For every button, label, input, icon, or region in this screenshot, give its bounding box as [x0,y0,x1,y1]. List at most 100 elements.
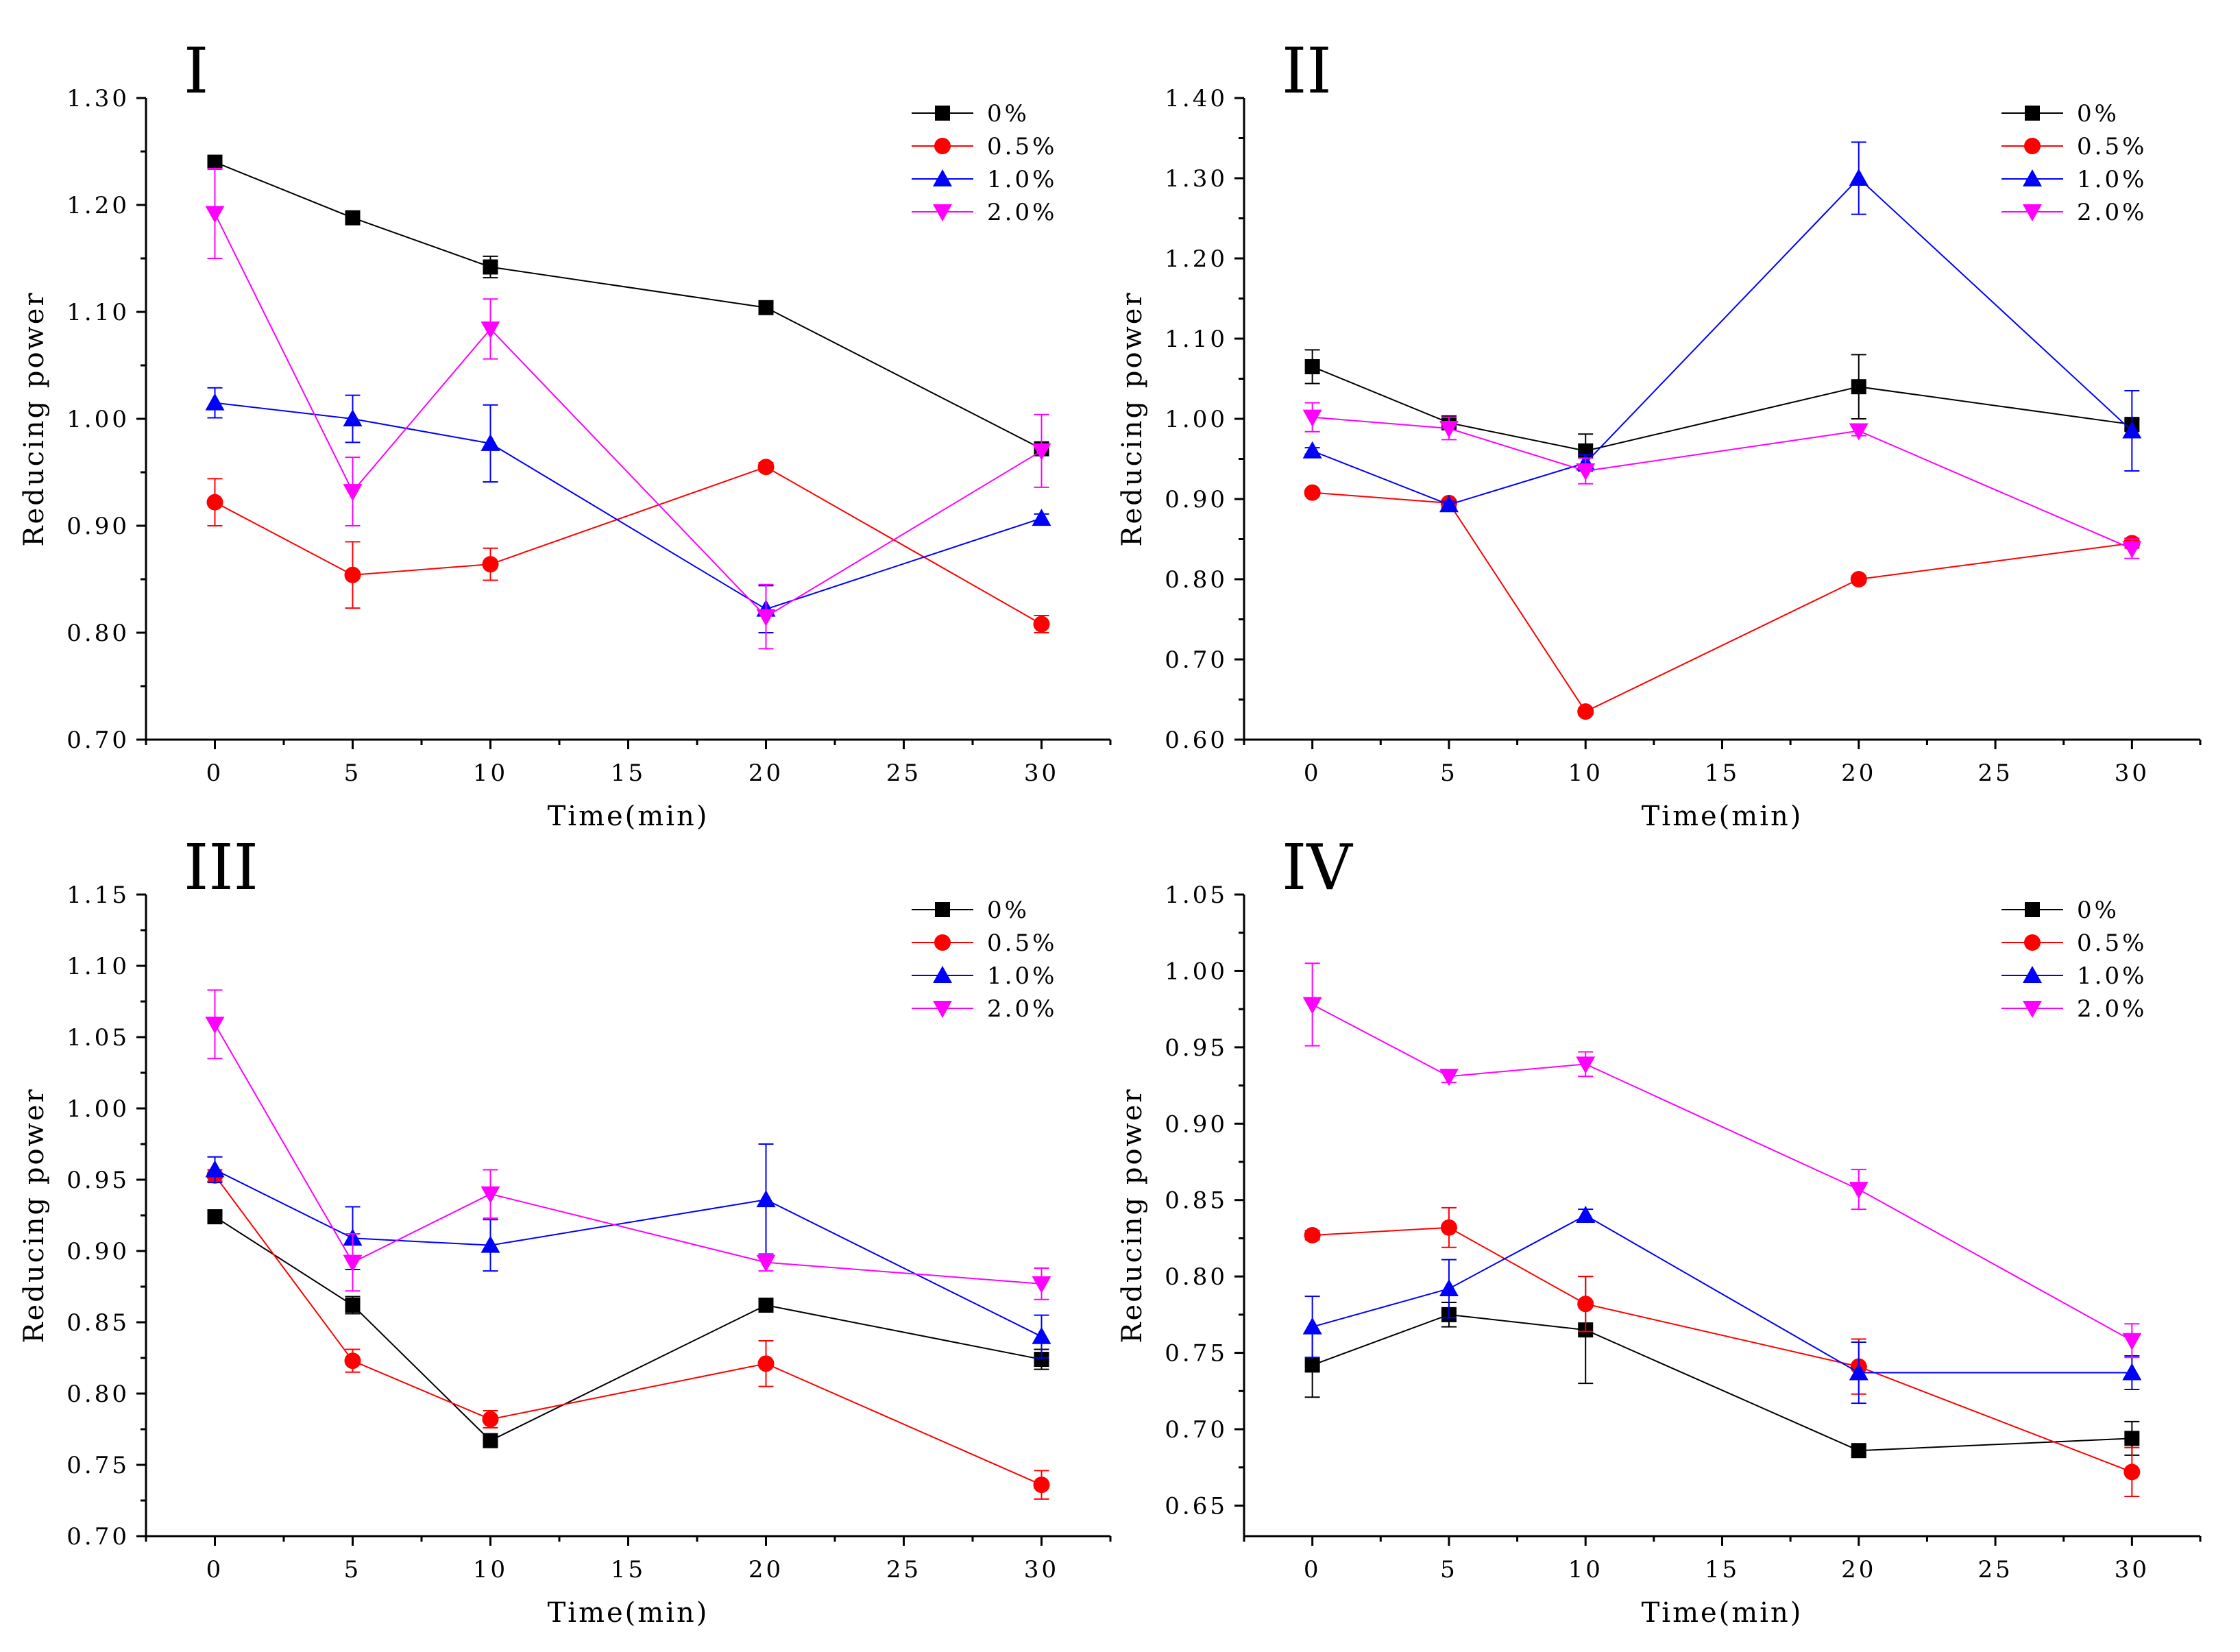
legend-label: 1.0% [987,166,1057,193]
y-axis-title: Reducing power [1117,291,1148,546]
x-tick-label: 0 [1304,760,1322,787]
legend-label: 2.0% [987,199,1057,226]
data-point [2122,541,2142,559]
x-tick-label: 10 [1568,760,1603,787]
x-axis-title: Time(min) [548,1597,709,1629]
data-point [1439,1278,1459,1296]
legend-marker [2025,106,2040,121]
y-tick-label: 1.40 [1165,85,1228,112]
legend: 0% 0.5% 1.0% 2.0% [912,100,1057,226]
data-point [1033,616,1050,633]
legend-marker [933,204,952,221]
y-tick-label: 0.75 [66,1452,130,1479]
legend-label: 1.0% [2077,962,2147,990]
legend-label: 2.0% [2077,995,2147,1023]
x-tick-label: 5 [1440,1556,1458,1583]
data-point [1304,1357,1320,1373]
legend-marker [933,169,952,186]
series-2.0% [1302,402,2142,559]
legend-marker [934,138,951,154]
data-point [1849,1363,1868,1381]
panel-label: I [184,34,208,108]
x-axis-title: Time(min) [1642,1597,1803,1629]
legend-label: 0.5% [2077,133,2147,160]
legend-item: 2.0% [2001,199,2144,226]
x-tick-label: 15 [611,1556,646,1583]
data-point [205,206,225,223]
y-tick-label: 1.15 [66,882,130,909]
y-tick-label: 1.20 [1165,245,1228,273]
panel-I: 0.70 0.80 0.90 1.00 1.10 1.20 1.30 0 5 10 15 20 25 30… [19,34,1112,832]
data-point [207,154,223,170]
legend-label: 0.5% [2077,930,2147,957]
y-tick-label: 0.75 [1165,1340,1228,1368]
data-point [205,1160,225,1178]
y-tick-label: 0.70 [66,727,130,754]
panel-label: IV [1282,831,1353,904]
x-tick-label: 30 [1024,760,1059,787]
legend-item: 0.5% [2001,930,2147,957]
y-tick-label: 1.05 [66,1024,130,1052]
series-0.5% [206,459,1050,633]
data-point [757,1355,775,1372]
y-tick-label: 0.95 [66,1167,130,1194]
data-point [480,1235,500,1253]
legend-marker [2023,169,2042,186]
legend-marker [935,902,950,917]
data-point [756,609,776,627]
y-tick-label: 0.70 [66,1523,130,1551]
legend-marker [2024,138,2041,154]
series-1.0% [205,1143,1051,1359]
y-tick-label: 0.95 [1165,1034,1228,1062]
series-2.0% [205,167,1051,650]
legend-item: 0% [912,100,1027,127]
legend-label: 1.0% [2077,166,2147,193]
data-point [758,300,774,315]
data-point [1032,443,1051,461]
data-point [345,210,361,226]
y-tick-label: 0.85 [66,1309,130,1337]
x-tick-label: 25 [886,1556,921,1583]
data-point [1577,1296,1594,1313]
x-tick-label: 20 [748,760,783,787]
x-tick-label: 0 [206,1556,224,1583]
y-tick-label: 0.80 [1165,566,1228,594]
y-tick-label: 1.00 [66,1095,130,1123]
x-tick-label: 15 [611,760,646,787]
legend-label: 2.0% [987,995,1057,1023]
data-point [345,1298,361,1313]
legend-item: 0% [2001,897,2117,924]
data-point [1032,509,1051,526]
series-1.0% [1302,1206,2142,1405]
x-tick-label: 30 [2115,760,2150,787]
legend-item: 1.0% [2001,962,2147,990]
x-tick-label: 20 [1841,1556,1876,1583]
x-tick-label: 15 [1705,1556,1740,1583]
data-point [480,321,500,339]
legend-item: 2.0% [912,995,1057,1023]
data-point [1304,484,1321,501]
data-point [1034,1352,1049,1368]
legend-item: 0% [912,897,1027,924]
data-point [207,1209,223,1225]
data-point [2122,1363,2142,1381]
x-tick-label: 0 [1304,1556,1322,1583]
y-axis-title: Reducing power [19,291,50,546]
legend-marker [935,106,950,121]
data-point [1851,1443,1866,1459]
data-point [343,1254,363,1272]
y-tick-label: 0.60 [1165,727,1228,754]
data-point [1304,359,1320,374]
y-tick-label: 0.90 [1165,1110,1228,1138]
data-point [1302,409,1322,427]
y-tick-label: 0.70 [1165,1416,1228,1444]
data-point [756,1254,776,1272]
data-point [1849,1182,1868,1200]
series-2.0% [1302,962,2142,1359]
y-tick-label: 0.90 [1165,486,1228,513]
legend-marker [933,1001,952,1018]
data-point [1849,169,1868,186]
data-point [2124,1431,2140,1446]
legend-item: 2.0% [912,199,1057,226]
